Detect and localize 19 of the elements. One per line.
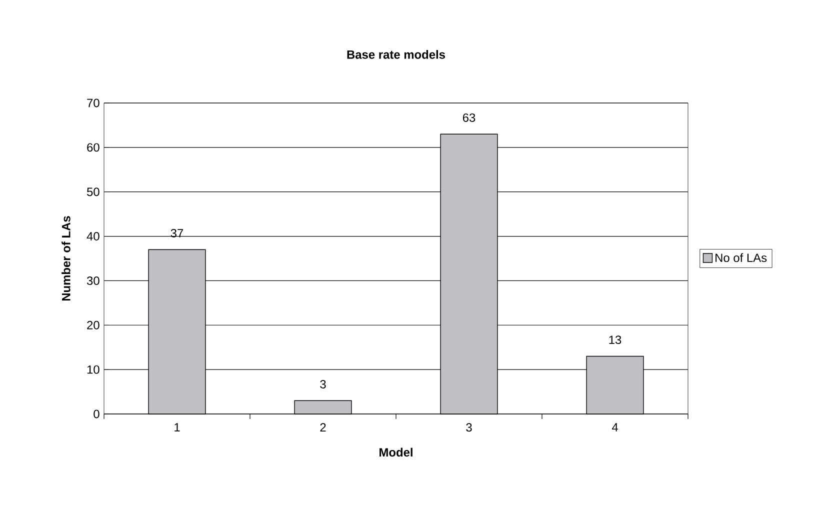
y-tick-label: 70 [87,98,100,108]
x-axis-title: Model [380,448,412,457]
data-label: 13 [609,336,622,344]
y-tick-label: 30 [86,276,100,285]
y-axis-title: Number of LAs [62,216,70,301]
x-tick-label: 4 [612,423,618,432]
x-tick-label: 1 [174,423,180,432]
y-tick-label: 40 [86,232,100,240]
y-tick-label: 0 [94,410,100,418]
x-tick-label: 3 [466,423,472,432]
data-label: 63 [462,113,476,122]
y-tick-label: 50 [87,188,100,196]
y-tick-label: 20 [87,320,100,330]
data-label: 3 [320,380,326,388]
y-tick-label: 10 [87,365,100,374]
x-tick-label: 2 [320,423,326,432]
legend-label: No of LAs [716,253,767,262]
chart-title: Base rate models [347,50,445,59]
y-tick-label: 60 [87,143,100,152]
